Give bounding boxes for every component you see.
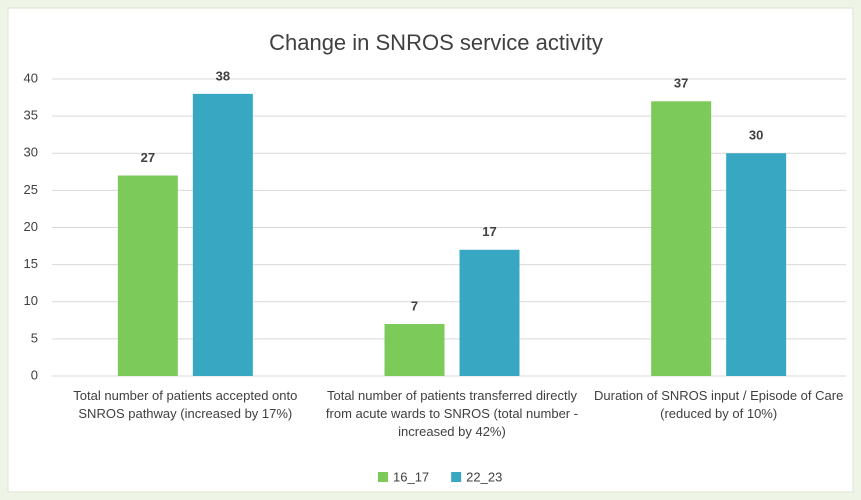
y-tick-label: 25 — [24, 182, 38, 197]
bar — [117, 175, 178, 376]
value-label: 37 — [674, 76, 688, 91]
y-tick-label: 5 — [31, 330, 38, 345]
x-tick-label: Total number of patients transferred dir… — [326, 388, 578, 439]
legend-swatch — [378, 472, 388, 482]
y-tick-label: 10 — [24, 293, 38, 308]
y-tick-label: 35 — [24, 108, 38, 123]
y-tick-label: 40 — [24, 70, 38, 85]
y-tick-label: 15 — [24, 256, 38, 271]
chart-title: Change in SNROS service activity — [269, 30, 603, 55]
value-label: 38 — [216, 68, 230, 83]
bar — [459, 249, 520, 376]
bar — [192, 93, 253, 376]
legend-label: 22_23 — [466, 469, 502, 484]
y-tick-label: 30 — [24, 145, 38, 160]
value-label: 27 — [141, 150, 155, 165]
x-tick-label: Total number of patients accepted onto SN… — [73, 388, 297, 421]
y-tick-label: 20 — [24, 219, 38, 234]
bar — [651, 101, 712, 377]
legend-label: 16_17 — [393, 469, 429, 484]
x-tick-label: Duration of SNROS input / Episode of Car… — [594, 388, 843, 421]
bar — [726, 153, 787, 376]
legend-swatch — [451, 472, 462, 482]
bar — [384, 324, 445, 376]
value-label: 17 — [482, 224, 496, 239]
value-label: 30 — [749, 128, 763, 143]
y-tick-label: 0 — [31, 367, 38, 382]
value-label: 7 — [411, 298, 418, 313]
